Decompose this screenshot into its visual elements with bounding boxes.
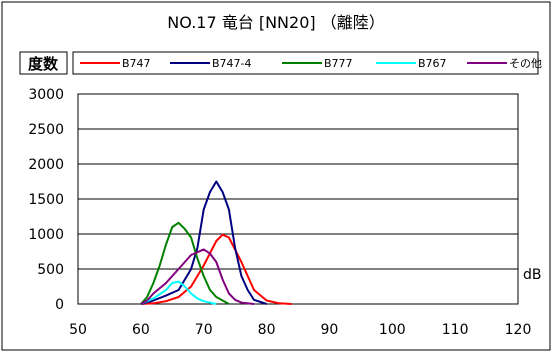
x-tick-label: 70 [195, 322, 213, 338]
y-tick-label: 2500 [28, 122, 64, 138]
legend-label: B777 [324, 57, 353, 70]
x-tick-label: 100 [379, 322, 406, 338]
series-line-3 [140, 221, 230, 305]
ylabel-box [19, 51, 68, 75]
x-tick-label: 90 [321, 322, 339, 338]
gridlines [78, 128, 518, 270]
y-axis-label: 度数 [28, 55, 59, 73]
y-tick-label: 1500 [28, 192, 64, 208]
y-tick-label: 0 [55, 297, 64, 313]
legend-label: B747-4 [212, 57, 252, 70]
legend-label: B747 [122, 57, 151, 70]
x-tick-label: 60 [132, 322, 150, 338]
x-tick-label: 50 [69, 322, 87, 338]
x-tick-label: 120 [505, 322, 532, 338]
series-line-5 [140, 248, 255, 305]
legend-items: B747 B747-4 B777 B767 その他 [80, 57, 542, 70]
x-axis-label: dB [523, 267, 542, 283]
series-line-4 [140, 280, 217, 305]
series-lines [140, 180, 292, 305]
chart-title: NO.17 竜台 [NN20] （離陸） [167, 13, 384, 32]
series-line-1 [140, 233, 292, 305]
x-tick-labels: 50 60 70 80 90 100 110 120 [69, 322, 531, 338]
series-line-2 [140, 180, 267, 305]
y-tick-label: 1000 [28, 227, 64, 243]
y-tick-label: 500 [37, 262, 64, 278]
y-tick-label: 3000 [28, 87, 64, 103]
legend-label: B767 [418, 57, 447, 70]
y-tick-label: 2000 [28, 157, 64, 173]
y-tick-labels: 0 500 1000 1500 2000 2500 3000 [28, 87, 64, 313]
x-tick-label: 80 [258, 322, 276, 338]
legend-label: その他 [509, 57, 542, 70]
x-tick-label: 110 [442, 322, 469, 338]
